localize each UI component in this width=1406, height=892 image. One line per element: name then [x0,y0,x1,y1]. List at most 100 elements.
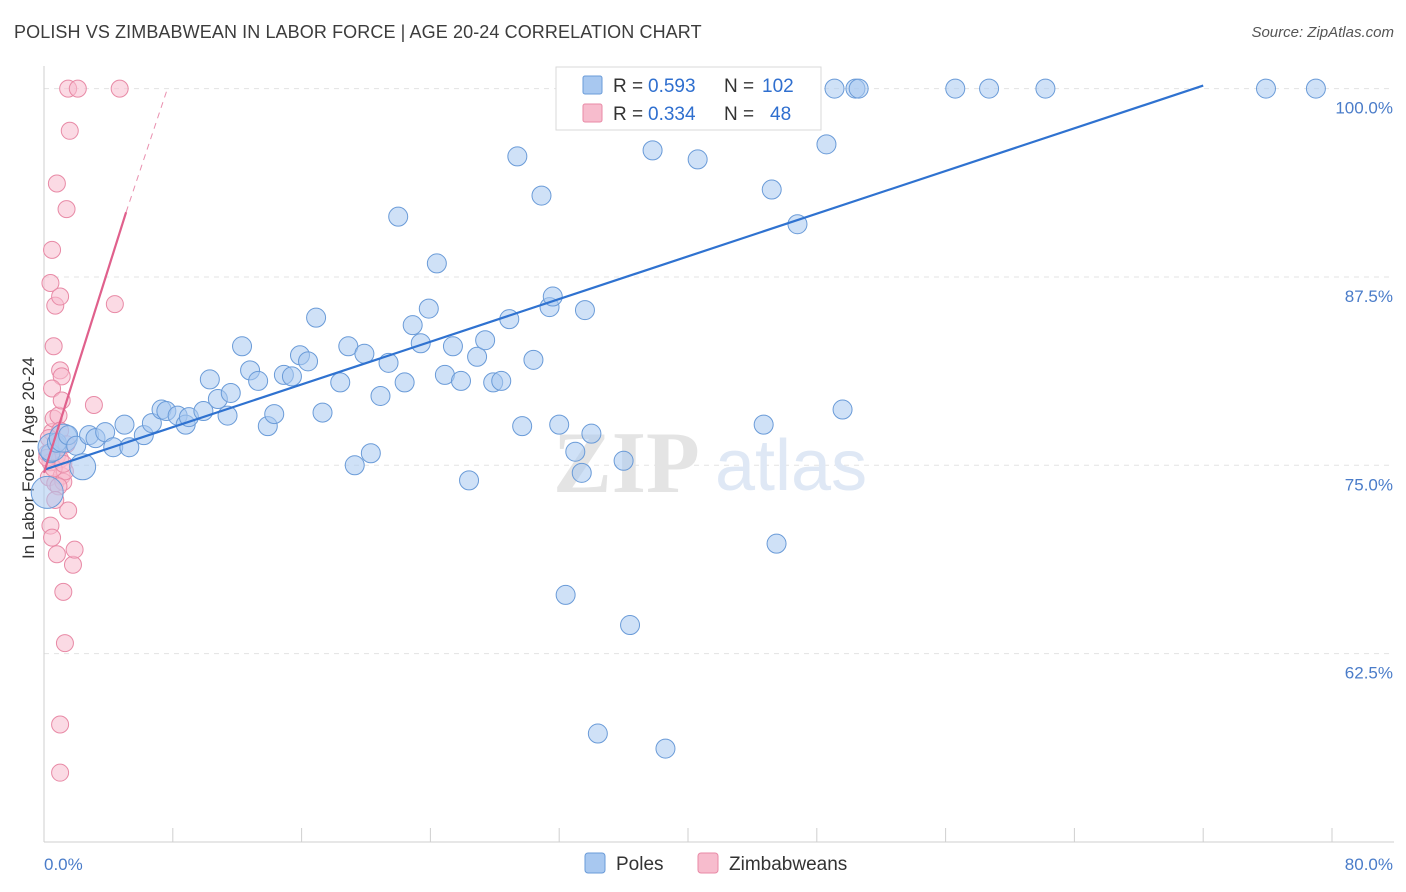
poles-point-80 [687,149,708,170]
poles-point-54 [467,346,488,367]
poles-point-91 [832,399,853,420]
poles-point-60 [512,416,533,437]
poles-point-53 [459,470,480,491]
zimbabweans-point-25 [57,200,76,219]
legend-zim-r-label: R = [613,104,643,125]
poles-point-62 [531,185,552,206]
poles-point-90 [824,78,845,99]
zimbabweans-point-27 [59,501,78,520]
poles-point-35 [306,307,327,328]
poles-point-25 [220,382,241,403]
poles-point-96 [1035,78,1056,99]
poles-point-39 [344,455,365,476]
trend-lines [42,84,1204,474]
zimbabweans-point-36 [110,79,129,98]
y-axis-label: In Labor Force | Age 20-24 [19,357,38,559]
poles-point-65 [549,414,570,435]
zimbabweans-point-37 [105,295,124,314]
zimbabweans-point-33 [51,763,70,782]
poles-point-41 [360,443,381,464]
zimbabweans-point-31 [54,582,73,601]
poles-point-36 [312,402,333,423]
poles-point-76 [642,140,663,161]
poles-point-46 [402,315,423,336]
poles-point-95 [979,78,1000,99]
legend-swatch-poles [582,75,603,95]
poles-point-22 [199,369,220,390]
poles-point-49 [426,253,447,274]
legend-poles-r-value: 0.593 [648,76,696,97]
zimbabweans-trend-extension [125,86,169,213]
poles-point-74 [620,615,641,636]
poles-point-32 [281,366,302,387]
poles-point-97 [1255,78,1276,99]
poles-point-67 [565,441,586,462]
zimbabweans-point-38 [84,396,103,415]
zimbabweans-point-19 [44,337,63,356]
zimbabweans-point-18 [43,379,62,398]
poles-point-77 [655,738,676,759]
y-tick-label-0: 100.0% [1335,99,1393,118]
zimbabweans-point-24 [47,174,66,193]
poles-point-59 [507,146,528,167]
legend-zim-n-label: N = [724,104,754,125]
series-legend-zim-label: Zimbabweans [729,854,847,875]
poles-point-48 [418,298,439,319]
watermark-atlas: atlas [715,426,867,506]
poles-point-70 [581,423,602,444]
x-tick-label-0: 0.0% [44,855,83,874]
poles-point-69 [574,300,595,321]
poles-point-85 [761,179,782,200]
poles-point-73 [613,450,634,471]
x-tick-label-1: 80.0% [1345,855,1393,874]
poles-trend-line [43,84,1204,471]
poles-point-66 [555,584,576,605]
zimbabweans-point-13 [43,528,62,547]
legend-poles-r-label: R = [613,76,643,97]
legend-poles-n-label: N = [724,76,754,97]
poles-point-89 [816,134,837,155]
source-label: Source: ZipAtlas.com [1251,24,1394,41]
poles-point-34 [298,351,319,372]
poles-point-55 [475,330,496,351]
legend-swatch-zimbabweans [582,103,603,123]
x-tick-labels: 0.0% 80.0% [44,855,1393,874]
legend-zim-r-value: 0.334 [648,104,696,125]
y-tick-label-2: 75.0% [1345,475,1393,494]
y-tick-label-3: 62.5% [1345,664,1393,683]
poles-point-61 [523,349,544,370]
series-legend-poles-swatch [584,852,606,874]
zimbabweans-point-23 [51,287,70,306]
zimbabweans-point-26 [60,121,79,140]
poles-point-47 [410,333,431,354]
zimbabweans-point-32 [51,715,70,734]
poles-point-52 [450,370,471,391]
poles-point-51 [442,336,463,357]
zimbabweans-point-29 [65,540,84,559]
series-legend-poles-label: Poles [616,854,664,875]
zimbabweans-point-28 [63,555,82,574]
poles-point-44 [388,206,409,227]
poles-point-83 [753,414,774,435]
poles-point-30 [264,404,285,425]
zimbabweans-point-14 [47,545,66,564]
poles-point-0 [30,475,64,509]
y-tick-labels: 100.0% 87.5% 75.0% 62.5% [1335,99,1393,683]
poles-point-45 [394,372,415,393]
poles-point-98 [1305,78,1326,99]
poles-point-68 [571,462,592,483]
y-tick-label-1: 87.5% [1345,287,1393,306]
poles-point-15 [141,413,162,434]
poles-point-42 [370,385,391,406]
chart-title: POLISH VS ZIMBABWEAN IN LABOR FORCE | AG… [14,22,702,42]
correlation-legend: R = 0.593 N = 102 R = 0.334 N = 48 [555,66,822,131]
poles-point-93 [848,78,869,99]
poles-point-12 [114,414,135,435]
poles-point-86 [766,533,787,554]
poles-point-26 [232,336,253,357]
series-legend: Poles Zimbabweans [584,852,847,875]
poles-point-57 [491,370,512,391]
legend-zim-n-value: 48 [770,104,791,125]
poles-point-94 [945,78,966,99]
